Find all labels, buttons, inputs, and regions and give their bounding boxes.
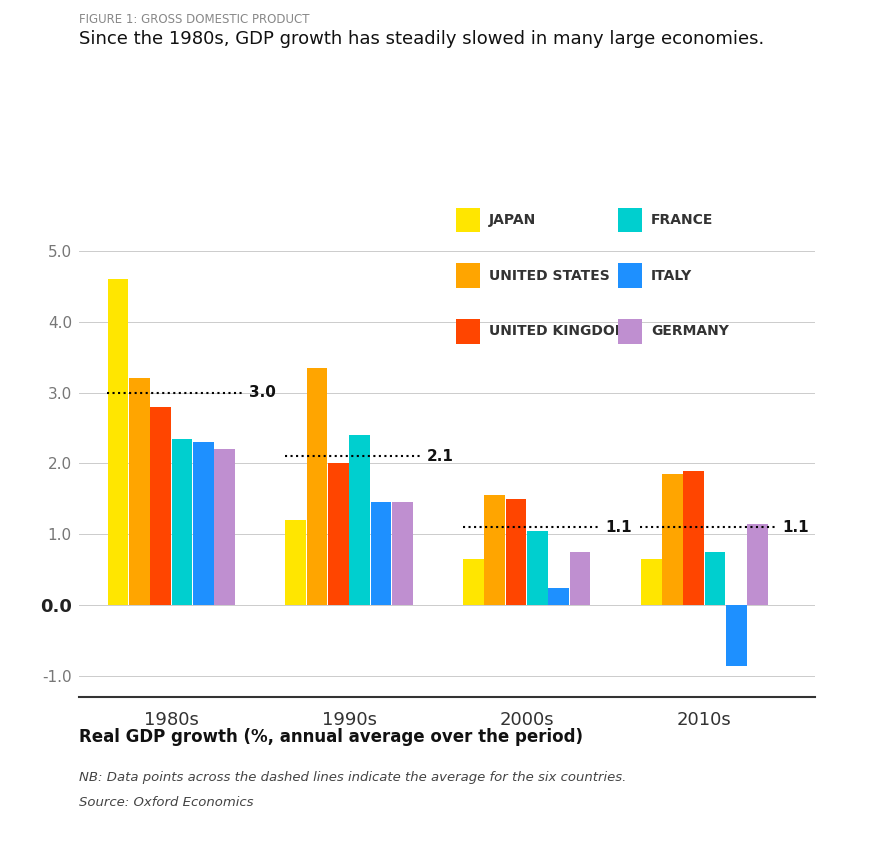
Text: Source: Oxford Economics: Source: Oxford Economics xyxy=(79,796,253,809)
Bar xyxy=(548,587,569,605)
Text: Since the 1980s, GDP growth has steadily slowed in many large economies.: Since the 1980s, GDP growth has steadily… xyxy=(79,30,764,48)
Bar xyxy=(108,279,128,605)
Text: 1.1: 1.1 xyxy=(605,520,632,535)
Text: 1.1: 1.1 xyxy=(782,520,809,535)
Bar xyxy=(683,470,704,605)
Bar xyxy=(307,368,328,605)
Text: 2.1: 2.1 xyxy=(427,449,454,464)
Text: Real GDP growth (%, annual average over the period): Real GDP growth (%, annual average over … xyxy=(79,728,583,746)
Bar xyxy=(129,378,150,605)
Text: FRANCE: FRANCE xyxy=(651,213,713,226)
Text: UNITED KINGDOM: UNITED KINGDOM xyxy=(489,325,628,338)
Bar xyxy=(527,530,548,605)
Text: FIGURE 1: GROSS DOMESTIC PRODUCT: FIGURE 1: GROSS DOMESTIC PRODUCT xyxy=(79,13,309,26)
Bar xyxy=(328,463,349,605)
Bar xyxy=(463,559,484,605)
Text: GERMANY: GERMANY xyxy=(651,325,729,338)
Bar xyxy=(662,474,682,605)
Bar xyxy=(193,443,214,605)
Bar xyxy=(569,552,590,605)
Bar xyxy=(705,552,725,605)
Bar xyxy=(172,438,192,605)
Text: ITALY: ITALY xyxy=(651,269,692,282)
Bar xyxy=(350,435,370,605)
Bar xyxy=(505,499,526,605)
Text: 3.0: 3.0 xyxy=(250,385,276,400)
Bar xyxy=(641,559,661,605)
Bar xyxy=(726,605,747,666)
Bar xyxy=(392,503,413,605)
Bar xyxy=(371,503,392,605)
Bar xyxy=(151,406,171,605)
Text: JAPAN: JAPAN xyxy=(489,213,536,226)
Bar xyxy=(484,495,505,605)
Text: NB: Data points across the dashed lines indicate the average for the six countri: NB: Data points across the dashed lines … xyxy=(79,771,626,784)
Bar xyxy=(747,523,768,605)
Bar xyxy=(215,449,235,605)
Text: UNITED STATES: UNITED STATES xyxy=(489,269,610,282)
Bar xyxy=(286,520,306,605)
